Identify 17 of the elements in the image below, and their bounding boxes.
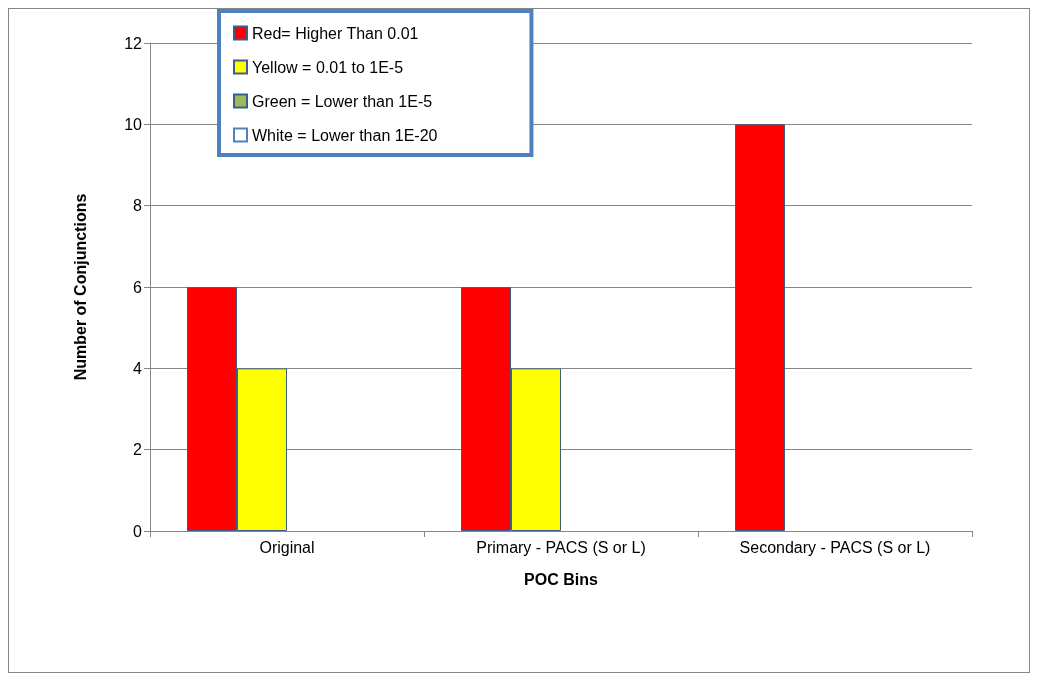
y-tick-label: 6	[133, 278, 143, 296]
y-tick-label: 12	[124, 34, 143, 52]
y-tick-label: 10	[124, 115, 143, 133]
bar	[735, 124, 785, 531]
y-tick-label: 8	[133, 197, 143, 215]
y-tick-label: 0	[133, 522, 143, 540]
x-tick-label: Primary - PACS (S or L)	[476, 538, 646, 556]
x-tick-label: Original	[259, 538, 315, 556]
y-tick-label: 2	[133, 441, 143, 459]
legend-label: Yellow = 0.01 to 1E-5	[252, 58, 404, 76]
legend-label: Red= Higher Than 0.01	[252, 24, 419, 42]
x-tick-label: Secondary - PACS (S or L)	[739, 538, 931, 556]
x-axis-title: POC Bins	[524, 570, 598, 588]
legend-label: Green = Lower than 1E-5	[252, 92, 433, 110]
legend-label: White = Lower than 1E-20	[252, 126, 438, 144]
y-axis-title: Number of Conjunctions	[71, 193, 89, 381]
y-tick-label: 4	[133, 359, 143, 377]
